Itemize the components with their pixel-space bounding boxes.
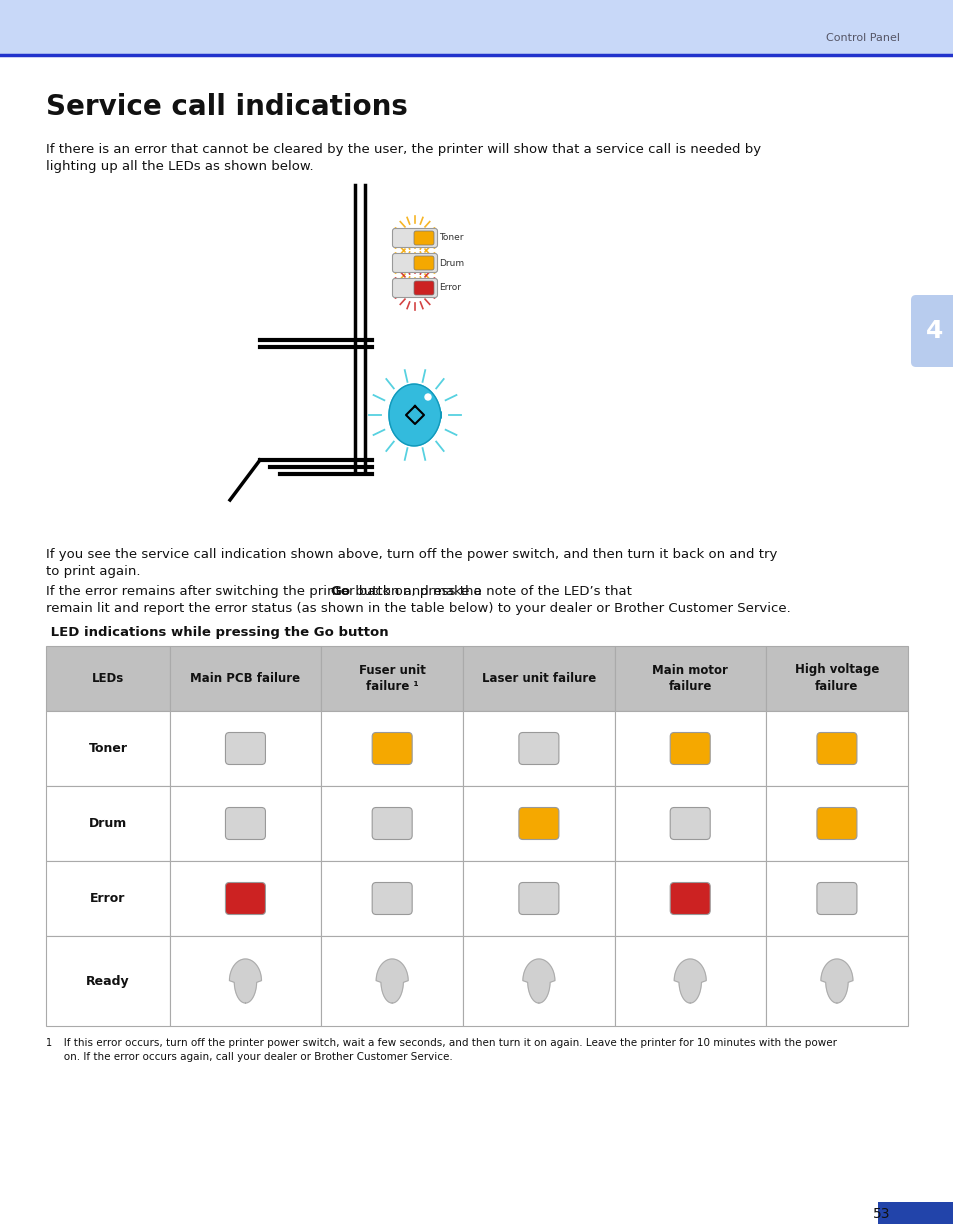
Text: Drum: Drum — [89, 817, 127, 830]
Bar — [614, 936, 765, 1026]
FancyBboxPatch shape — [392, 278, 437, 297]
Polygon shape — [674, 958, 705, 1003]
FancyBboxPatch shape — [518, 807, 558, 839]
FancyBboxPatch shape — [816, 882, 856, 914]
Bar — [321, 646, 463, 711]
Bar — [765, 861, 907, 936]
FancyBboxPatch shape — [414, 232, 434, 245]
Bar — [614, 711, 765, 786]
Text: Toner: Toner — [438, 234, 463, 243]
Text: on. If the error occurs again, call your dealer or Brother Customer Service.: on. If the error occurs again, call your… — [54, 1052, 453, 1062]
FancyBboxPatch shape — [816, 807, 856, 839]
Bar — [0, 0, 953, 55]
Bar — [614, 646, 765, 711]
Text: Ready: Ready — [86, 975, 130, 988]
Bar — [463, 646, 614, 711]
Text: button and make a note of the LED’s that: button and make a note of the LED’s that — [351, 585, 631, 598]
FancyBboxPatch shape — [392, 254, 437, 272]
FancyBboxPatch shape — [910, 294, 953, 367]
Text: 1: 1 — [46, 1039, 52, 1048]
Bar — [765, 786, 907, 861]
FancyBboxPatch shape — [372, 807, 412, 839]
FancyBboxPatch shape — [670, 807, 709, 839]
Bar — [877, 1202, 953, 1225]
Text: If you see the service call indication shown above, turn off the power switch, a: If you see the service call indication s… — [46, 548, 777, 561]
Text: Fuser unit
failure ¹: Fuser unit failure ¹ — [358, 664, 425, 694]
Text: Error: Error — [91, 892, 126, 906]
Bar — [170, 786, 321, 861]
FancyBboxPatch shape — [372, 733, 412, 765]
Text: If the error remains after switching the printer back on, press the: If the error remains after switching the… — [46, 585, 485, 598]
Polygon shape — [230, 958, 261, 1003]
Polygon shape — [389, 384, 440, 446]
Bar — [463, 861, 614, 936]
Bar — [765, 646, 907, 711]
Polygon shape — [522, 958, 555, 1003]
Text: lighting up all the LEDs as shown below.: lighting up all the LEDs as shown below. — [46, 160, 314, 172]
Bar — [46, 936, 170, 1026]
Text: remain lit and report the error status (as shown in the table below) to your dea: remain lit and report the error status (… — [46, 602, 790, 615]
Bar — [321, 936, 463, 1026]
Bar — [765, 936, 907, 1026]
Text: LEDs: LEDs — [91, 671, 124, 685]
Bar — [46, 646, 170, 711]
Bar — [765, 711, 907, 786]
FancyBboxPatch shape — [816, 733, 856, 765]
Text: Main motor
failure: Main motor failure — [652, 664, 727, 694]
Bar — [170, 711, 321, 786]
Polygon shape — [375, 958, 408, 1003]
Bar — [614, 861, 765, 936]
Text: Main PCB failure: Main PCB failure — [191, 671, 300, 685]
Bar — [463, 711, 614, 786]
Text: Service call indications: Service call indications — [46, 92, 408, 121]
Text: Drum: Drum — [438, 259, 464, 267]
Text: LED indications while pressing the Go button: LED indications while pressing the Go bu… — [46, 626, 388, 639]
FancyBboxPatch shape — [414, 256, 434, 270]
FancyBboxPatch shape — [518, 882, 558, 914]
Bar — [614, 786, 765, 861]
Text: 4: 4 — [925, 319, 943, 342]
Bar — [321, 786, 463, 861]
FancyBboxPatch shape — [225, 807, 265, 839]
Circle shape — [424, 394, 431, 400]
Text: Go: Go — [330, 585, 350, 598]
Bar — [321, 861, 463, 936]
Text: If this error occurs, turn off the printer power switch, wait a few seconds, and: If this error occurs, turn off the print… — [54, 1039, 836, 1048]
Text: Toner: Toner — [89, 742, 128, 755]
FancyBboxPatch shape — [392, 228, 437, 248]
FancyBboxPatch shape — [372, 882, 412, 914]
Text: If there is an error that cannot be cleared by the user, the printer will show t: If there is an error that cannot be clea… — [46, 143, 760, 156]
FancyBboxPatch shape — [225, 733, 265, 765]
FancyBboxPatch shape — [670, 882, 709, 914]
Bar — [463, 936, 614, 1026]
Bar — [170, 646, 321, 711]
Text: Control Panel: Control Panel — [825, 33, 899, 43]
Text: Error: Error — [438, 283, 460, 292]
Bar — [463, 786, 614, 861]
FancyBboxPatch shape — [670, 733, 709, 765]
FancyBboxPatch shape — [518, 733, 558, 765]
Text: Laser unit failure: Laser unit failure — [481, 671, 596, 685]
Text: to print again.: to print again. — [46, 565, 140, 578]
Bar — [46, 861, 170, 936]
Bar — [170, 861, 321, 936]
FancyBboxPatch shape — [225, 882, 265, 914]
Bar — [170, 936, 321, 1026]
Polygon shape — [821, 958, 852, 1003]
FancyBboxPatch shape — [414, 281, 434, 294]
Text: High voltage
failure: High voltage failure — [794, 664, 879, 694]
Bar — [46, 786, 170, 861]
Text: 53: 53 — [872, 1207, 889, 1221]
Bar — [46, 711, 170, 786]
Bar — [321, 711, 463, 786]
